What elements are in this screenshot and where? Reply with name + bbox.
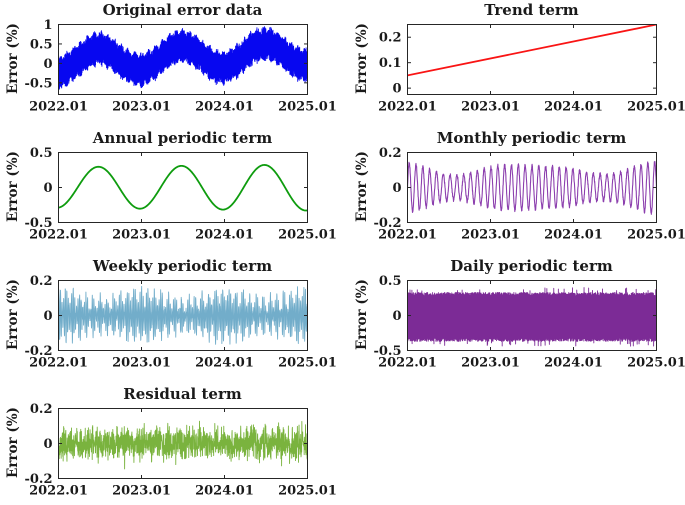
chart-title: Weekly periodic term (92, 257, 273, 275)
svg-text:2024.01: 2024.01 (544, 228, 603, 243)
chart-canvas-daily: 2022.01 2023.01 2024.01 2025.01 0.5 0 -0.5 (373, 274, 685, 371)
svg-text:2025.01: 2025.01 (278, 228, 337, 243)
svg-text:0.5: 0.5 (379, 274, 402, 289)
chart-canvas-monthly: 2022.01 2023.01 2024.01 2025.01 0.2 0 -0.2 (373, 146, 685, 243)
svg-text:-0.2: -0.2 (24, 472, 52, 487)
svg-text:2025.01: 2025.01 (278, 356, 337, 371)
subplot-daily-periodic-term: Daily periodic term Error (%) 2022.01 202… (349, 256, 685, 384)
svg-text:-0.5: -0.5 (24, 76, 52, 91)
svg-text:2022.01: 2022.01 (29, 228, 88, 243)
subplot-weekly-periodic-term: Weekly periodic term Error (%) 2022.01 20… (0, 256, 342, 384)
svg-text:2023.01: 2023.01 (112, 356, 171, 371)
svg-text:0: 0 (392, 181, 401, 196)
chart-canvas-trend: 2022.01 2023.01 2024.01 2025.01 0.2 0.1 0 (378, 24, 685, 115)
svg-text:-0.5: -0.5 (373, 344, 401, 359)
chart-title: Daily periodic term (450, 257, 613, 275)
chart-title: Residual term (123, 385, 242, 403)
subplot-residual-term: Residual term Error (%) 2022.01 2023.01 20… (0, 384, 342, 505)
subplot-original-error-data: Original error data Error (%) 2022.01 202… (0, 0, 342, 128)
chart-title: Trend term (484, 1, 579, 19)
chart-title: Annual periodic term (92, 129, 273, 147)
svg-text:0.5: 0.5 (30, 146, 53, 161)
svg-text:2022.01: 2022.01 (29, 356, 88, 371)
svg-text:2023.01: 2023.01 (112, 100, 171, 115)
chart-canvas-annual: 2022.01 2023.01 2024.01 2025.01 0.5 0 -0.5 (24, 146, 337, 243)
svg-text:0.2: 0.2 (379, 146, 402, 161)
svg-text:-0.2: -0.2 (373, 216, 401, 231)
svg-text:2024.01: 2024.01 (195, 484, 254, 499)
svg-text:0: 0 (392, 82, 401, 97)
svg-text:-0.2: -0.2 (24, 344, 52, 359)
svg-text:2023.01: 2023.01 (112, 228, 171, 243)
svg-text:1: 1 (43, 18, 52, 33)
svg-text:0: 0 (43, 309, 52, 324)
svg-text:2024.01: 2024.01 (544, 356, 603, 371)
svg-text:0: 0 (43, 57, 52, 72)
svg-text:2025.01: 2025.01 (278, 484, 337, 499)
svg-text:2022.01: 2022.01 (378, 356, 437, 371)
subplot-monthly-periodic-term: Monthly periodic term Error (%) 2022.01 2… (349, 128, 685, 256)
svg-text:-0.5: -0.5 (24, 216, 52, 231)
svg-text:2023.01: 2023.01 (461, 100, 520, 115)
svg-text:0.1: 0.1 (379, 56, 402, 71)
svg-text:2025.01: 2025.01 (627, 356, 685, 371)
chart-title: Original error data (102, 1, 263, 19)
chart-canvas-original: 2022.01 2023.01 2024.01 2025.01 1 0.5 0 -0.5 (24, 18, 337, 115)
svg-text:2023.01: 2023.01 (461, 228, 520, 243)
subplot-trend-term: Trend term Error (%) 2022.01 2023.01 2024.… (349, 0, 685, 128)
svg-text:0.2: 0.2 (30, 274, 53, 289)
svg-text:0.2: 0.2 (30, 402, 53, 417)
svg-text:2024.01: 2024.01 (195, 228, 254, 243)
svg-text:2024.01: 2024.01 (195, 356, 254, 371)
svg-text:2023.01: 2023.01 (461, 356, 520, 371)
svg-text:0.5: 0.5 (30, 37, 53, 52)
chart-canvas-weekly: 2022.01 2023.01 2024.01 2025.01 0.2 0 -0.2 (24, 274, 337, 371)
svg-text:2025.01: 2025.01 (627, 100, 685, 115)
svg-text:2022.01: 2022.01 (29, 484, 88, 499)
svg-text:2024.01: 2024.01 (544, 100, 603, 115)
svg-text:2025.01: 2025.01 (278, 100, 337, 115)
svg-text:0.2: 0.2 (379, 31, 402, 46)
subplot-annual-periodic-term: Annual periodic term Error (%) 2022.01 20… (0, 128, 342, 256)
svg-text:0: 0 (392, 309, 401, 324)
svg-text:0: 0 (43, 437, 52, 452)
chart-title: Monthly periodic term (436, 129, 627, 147)
svg-text:2022.01: 2022.01 (378, 100, 437, 115)
svg-text:0: 0 (43, 181, 52, 196)
svg-text:2022.01: 2022.01 (378, 228, 437, 243)
svg-text:2025.01: 2025.01 (627, 228, 685, 243)
chart-canvas-residual: 2022.01 2023.01 2024.01 2025.01 0.2 0 -0.2 (24, 402, 337, 499)
svg-text:2023.01: 2023.01 (112, 484, 171, 499)
svg-text:2024.01: 2024.01 (195, 100, 254, 115)
svg-text:2022.01: 2022.01 (29, 100, 88, 115)
